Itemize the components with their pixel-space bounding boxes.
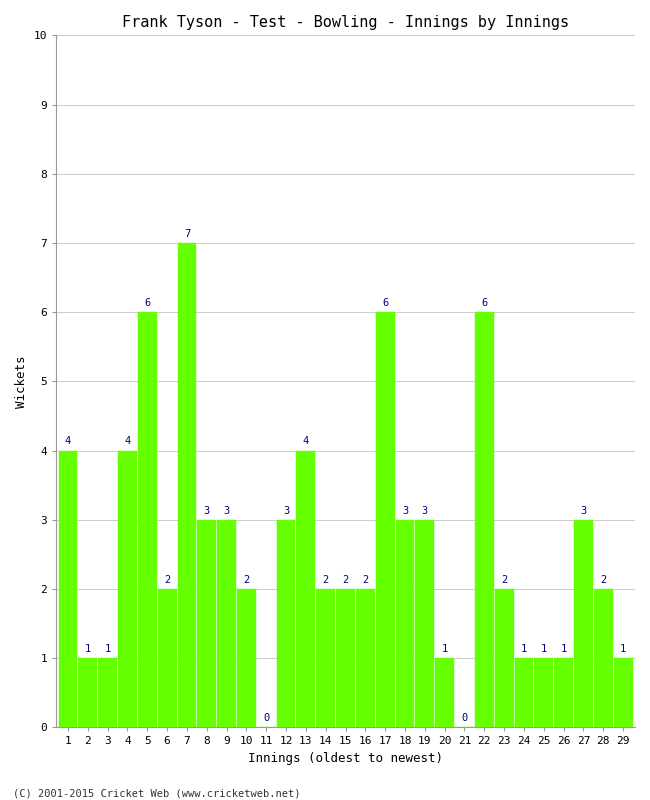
Text: 2: 2 bbox=[164, 575, 170, 585]
Bar bbox=[177, 243, 196, 727]
Title: Frank Tyson - Test - Bowling - Innings by Innings: Frank Tyson - Test - Bowling - Innings b… bbox=[122, 15, 569, 30]
Text: 2: 2 bbox=[362, 575, 369, 585]
Y-axis label: Wickets: Wickets bbox=[15, 355, 28, 408]
Bar bbox=[79, 658, 97, 727]
Text: 1: 1 bbox=[521, 644, 527, 654]
Bar bbox=[436, 658, 454, 727]
Bar bbox=[515, 658, 534, 727]
Bar bbox=[118, 450, 137, 727]
Text: 0: 0 bbox=[462, 714, 467, 723]
Text: 4: 4 bbox=[303, 437, 309, 446]
Bar bbox=[58, 450, 77, 727]
Bar bbox=[475, 312, 494, 727]
Bar bbox=[237, 589, 256, 727]
Bar bbox=[594, 589, 613, 727]
Bar bbox=[574, 520, 593, 727]
Text: 4: 4 bbox=[124, 437, 131, 446]
Bar bbox=[98, 658, 117, 727]
Text: 1: 1 bbox=[441, 644, 448, 654]
Text: 2: 2 bbox=[343, 575, 348, 585]
Bar bbox=[296, 450, 315, 727]
Bar bbox=[534, 658, 553, 727]
Bar bbox=[415, 520, 434, 727]
Bar bbox=[217, 520, 236, 727]
Text: 3: 3 bbox=[224, 506, 229, 516]
X-axis label: Innings (oldest to newest): Innings (oldest to newest) bbox=[248, 752, 443, 765]
Text: 2: 2 bbox=[600, 575, 606, 585]
Text: 1: 1 bbox=[84, 644, 91, 654]
Bar bbox=[554, 658, 573, 727]
Text: 2: 2 bbox=[501, 575, 507, 585]
Bar bbox=[356, 589, 375, 727]
Text: (C) 2001-2015 Cricket Web (www.cricketweb.net): (C) 2001-2015 Cricket Web (www.cricketwe… bbox=[13, 788, 300, 798]
Bar bbox=[614, 658, 632, 727]
Text: 3: 3 bbox=[203, 506, 210, 516]
Text: 6: 6 bbox=[382, 298, 388, 308]
Text: 1: 1 bbox=[541, 644, 547, 654]
Text: 1: 1 bbox=[560, 644, 567, 654]
Bar bbox=[277, 520, 296, 727]
Text: 7: 7 bbox=[184, 229, 190, 239]
Text: 1: 1 bbox=[105, 644, 111, 654]
Bar bbox=[317, 589, 335, 727]
Text: 2: 2 bbox=[322, 575, 329, 585]
Text: 4: 4 bbox=[65, 437, 71, 446]
Text: 2: 2 bbox=[243, 575, 250, 585]
Bar bbox=[376, 312, 395, 727]
Bar bbox=[495, 589, 514, 727]
Text: 1: 1 bbox=[620, 644, 626, 654]
Text: 0: 0 bbox=[263, 714, 269, 723]
Text: 6: 6 bbox=[144, 298, 150, 308]
Bar bbox=[158, 589, 177, 727]
Text: 3: 3 bbox=[402, 506, 408, 516]
Bar bbox=[198, 520, 216, 727]
Bar bbox=[336, 589, 355, 727]
Text: 3: 3 bbox=[283, 506, 289, 516]
Text: 3: 3 bbox=[422, 506, 428, 516]
Text: 3: 3 bbox=[580, 506, 586, 516]
Bar bbox=[396, 520, 415, 727]
Text: 6: 6 bbox=[481, 298, 488, 308]
Bar bbox=[138, 312, 157, 727]
